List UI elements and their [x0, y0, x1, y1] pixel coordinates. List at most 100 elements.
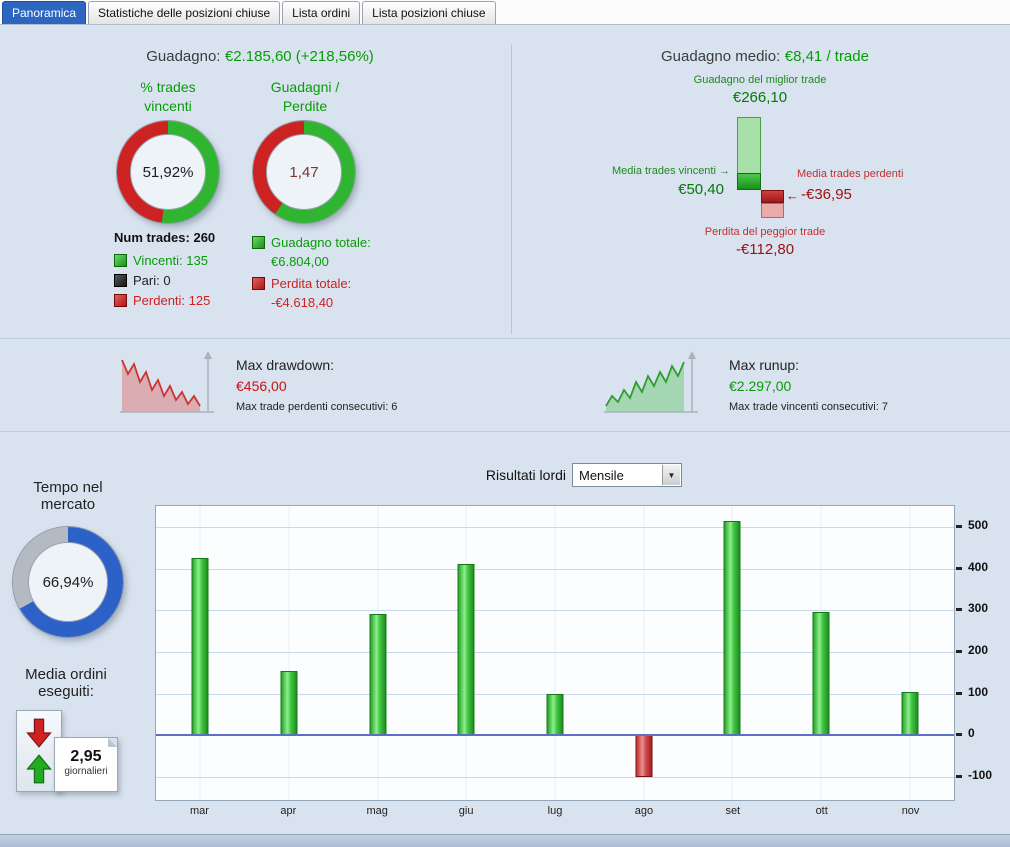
total-gain-row: Guadagno totale:	[252, 235, 371, 250]
zero-line	[156, 734, 954, 737]
avg-win-bar	[737, 173, 761, 190]
y-axis: 500 400 300 200 100 0 -100	[956, 505, 1006, 801]
gain-loss-ratio-value: 1,47	[289, 163, 319, 181]
legend-even-label: Pari: 0	[133, 273, 171, 288]
total-gain-label: Guadagno totale:	[271, 235, 371, 250]
gridline	[156, 610, 954, 612]
x-axis-label-ago: ago	[634, 805, 654, 817]
winners-swatch-icon	[114, 254, 127, 267]
best-trade-bar	[737, 117, 761, 177]
y-axis-label--100: -100	[968, 768, 993, 783]
y-axis-label-0: 0	[968, 726, 975, 741]
gain-label: Guadagno:	[146, 48, 221, 65]
total-loss-swatch-icon	[252, 277, 265, 290]
win-rate-value: 51,92%	[142, 163, 194, 181]
max-drawdown-value: €456,00	[236, 378, 287, 394]
bar-mar	[191, 558, 209, 736]
y-axis-label-100: 100	[968, 684, 989, 699]
y-tick-mark	[956, 733, 962, 737]
arrow-left-icon: ←	[786, 188, 799, 203]
x-axis-label-nov: nov	[901, 805, 920, 817]
horizontal-divider-bottom	[0, 431, 1010, 432]
orders-arrows-box	[16, 710, 62, 792]
gain-loss-donut-title: Guadagni / Perdite	[270, 79, 340, 114]
average-gain-label: Guadagno medio:	[661, 48, 781, 65]
bar-ago	[635, 735, 653, 778]
bar-set	[723, 520, 741, 736]
num-trades: Num trades: 260	[114, 230, 216, 245]
max-drawdown-label: Max drawdown:	[236, 357, 335, 373]
tab-lista-posizioni-chiuse[interactable]: Lista posizioni chiuse	[362, 1, 496, 24]
losers-swatch-icon	[114, 294, 127, 307]
avg-loss-value: -€36,95	[801, 186, 852, 203]
avg-orders-unit: giornalieri	[64, 766, 108, 777]
x-axis-label-giu: giu	[458, 805, 474, 817]
x-axis-label-mag: mag	[366, 805, 388, 817]
vertical-divider	[511, 44, 512, 334]
bar-mag	[369, 614, 387, 736]
vertical-gridline	[554, 506, 556, 800]
total-gain-value: €6.804,00	[271, 254, 329, 269]
y-tick-mark	[956, 775, 962, 779]
win-rate-donut-hole: 51,92%	[130, 134, 206, 210]
bar-nov	[901, 691, 919, 736]
x-axis: mar apr mag giu lug ago set ott nov	[155, 805, 955, 817]
y-tick-mark	[956, 524, 962, 528]
tab-bar: Panoramica Statistiche delle posizioni c…	[0, 0, 1010, 25]
period-select[interactable]: Mensile ▼	[572, 463, 682, 487]
x-axis-label-mar: mar	[189, 805, 209, 817]
chevron-down-icon[interactable]: ▼	[662, 465, 680, 485]
gridline	[156, 777, 954, 779]
average-gain-summary: Guadagno medio: €8,41 / trade	[555, 48, 975, 66]
bar-lug	[546, 693, 564, 736]
legend-even: Pari: 0	[114, 273, 171, 288]
tab-statistiche-posizioni-chiuse[interactable]: Statistiche delle posizioni chiuse	[88, 1, 281, 24]
tab-lista-ordini[interactable]: Lista ordini	[282, 1, 361, 24]
y-tick-mark	[956, 608, 962, 612]
total-loss-label: Perdita totale:	[271, 276, 352, 291]
worst-trade-bar	[761, 203, 784, 218]
y-axis-label-200: 200	[968, 642, 989, 657]
status-bar	[0, 834, 1010, 847]
best-trade-value: €266,10	[732, 89, 788, 106]
total-loss-value: -€4.618,40	[271, 295, 334, 310]
win-rate-donut: 51,92%	[117, 121, 219, 223]
y-axis-label-300: 300	[968, 601, 989, 616]
win-rate-donut-title: % trades vincenti	[140, 79, 196, 114]
tab-panoramica[interactable]: Panoramica	[2, 1, 87, 24]
y-tick-mark	[956, 691, 962, 695]
y-axis-label-400: 400	[968, 559, 989, 574]
bar-ott	[812, 612, 830, 736]
note-fold-icon	[108, 738, 117, 747]
vertical-gridline	[909, 506, 911, 800]
x-axis-label-lug: lug	[547, 805, 563, 817]
avg-orders-note: 2,95 giornalieri	[54, 737, 118, 792]
avg-loss-label: Media trades perdenti	[797, 168, 904, 180]
worst-trade-label: Perdita del peggior trade	[704, 226, 826, 238]
arrow-down-red-icon	[26, 718, 52, 748]
y-axis-label-500: 500	[968, 517, 989, 532]
gain-loss-ratio-donut: 1,47	[253, 121, 355, 223]
avg-orders-title: Media ordini eseguiti:	[25, 666, 107, 700]
arrow-up-green-icon	[26, 754, 52, 784]
x-axis-label-set: set	[725, 805, 741, 817]
gross-results-label: Risultati lordi	[485, 467, 566, 483]
time-in-market-donut-hole: 66,94%	[28, 542, 108, 622]
worst-trade-value: -€112,80	[735, 241, 795, 258]
x-axis-label-ott: ott	[815, 805, 828, 817]
bar-giu	[457, 564, 475, 736]
avg-loss-bar	[761, 190, 784, 203]
average-gain-value: €8,41 / trade	[784, 48, 869, 65]
period-select-value: Mensile	[579, 467, 624, 483]
total-gain-swatch-icon	[252, 236, 265, 249]
time-in-market-title: Tempo nel mercato	[33, 479, 103, 513]
avg-win-label-text: Media trades vincenti	[611, 165, 716, 177]
avg-orders-value: 2,95	[70, 748, 102, 765]
legend-winners: Vincenti: 135	[114, 253, 208, 268]
gain-value: €2.185,60 (+218,56%)	[224, 48, 374, 65]
y-tick-mark	[956, 649, 962, 653]
max-consecutive-losers: Max trade perdenti consecutivi: 6	[236, 401, 398, 413]
max-consecutive-winners: Max trade vincenti consecutivi: 7	[729, 401, 888, 413]
legend-losers: Perdenti: 125	[114, 293, 210, 308]
